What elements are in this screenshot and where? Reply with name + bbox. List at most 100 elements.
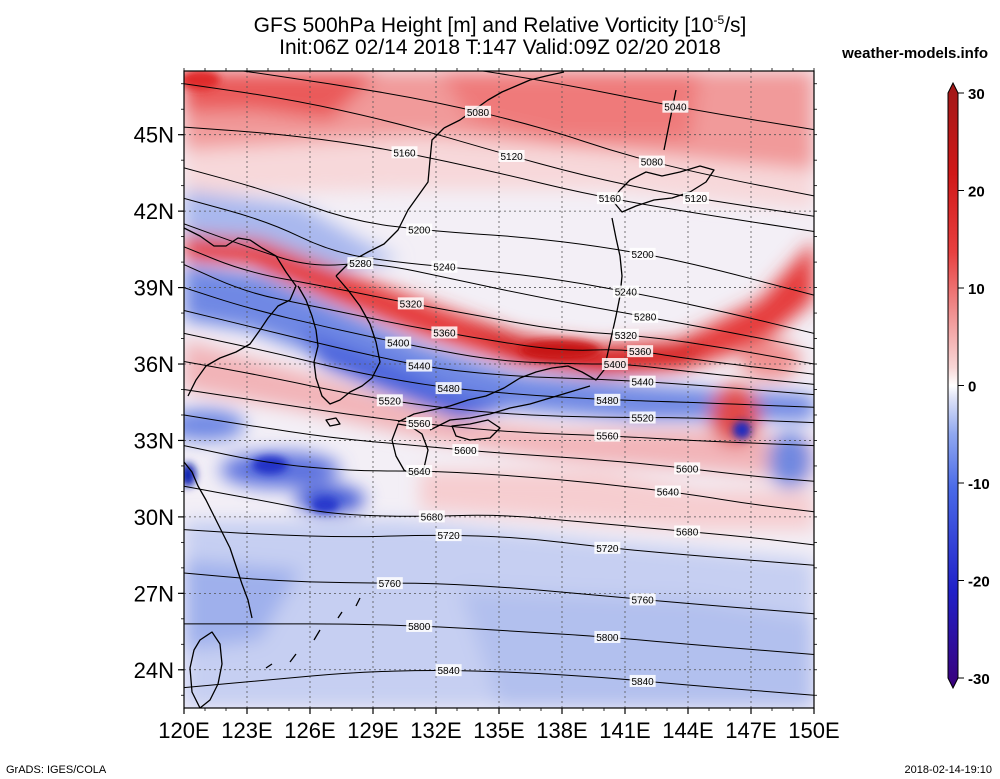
china-coast <box>184 227 297 397</box>
footer-timestamp: 2018-02-14-19:10 <box>904 764 992 776</box>
contour-label-box <box>682 191 709 204</box>
title-unit: /s] <box>724 14 747 37</box>
contour-label-box <box>629 375 656 388</box>
colorbar-label: 20 <box>968 184 985 201</box>
contour-label-box <box>629 247 656 260</box>
contour-label: 5400 <box>604 360 627 371</box>
contour-label: 5640 <box>657 488 680 499</box>
contour-label: 5360 <box>433 328 456 339</box>
colorbar-label: -30 <box>968 671 990 688</box>
height-contour <box>184 287 814 385</box>
contour-label-box <box>594 541 621 554</box>
lon-tick-label: 138E <box>536 718 587 743</box>
contour-label-box <box>406 619 433 632</box>
colorbar-label: 30 <box>968 86 985 103</box>
contour-label-box <box>435 529 462 542</box>
shikoku <box>451 419 501 441</box>
colorbar-label: 0 <box>968 379 976 396</box>
contour-label: 5200 <box>632 250 655 261</box>
lon-tick-label: 135E <box>473 718 524 743</box>
colorbar-label: 10 <box>968 281 985 298</box>
contour-label: 5760 <box>632 595 655 606</box>
contour-label-box <box>406 223 433 236</box>
contour-label-box <box>465 105 491 118</box>
contour-label: 5360 <box>629 347 652 358</box>
contour-label: 5680 <box>421 512 444 523</box>
contour-label: 5800 <box>596 633 619 644</box>
contour-label: 5240 <box>615 288 638 299</box>
colorbar: 30 20 10 0 -10 -20 -30 <box>947 81 990 690</box>
contour-label: 5440 <box>632 378 655 389</box>
height-contours: 5040 5080 5080 5120 5120 5160 5160 5200 5200 5240… <box>184 71 814 696</box>
lon-tick-label: 150E <box>788 718 839 743</box>
contour-label-box <box>674 462 701 475</box>
contour-label-box <box>406 465 433 478</box>
contour-label: 5080 <box>467 108 490 119</box>
lat-tick-label: 45N <box>134 123 174 148</box>
contour-label: 5120 <box>500 152 523 163</box>
contour-label: 5480 <box>437 384 460 395</box>
lat-tick-label: 39N <box>134 276 174 301</box>
taiwan <box>189 631 223 708</box>
vorticity-field <box>184 71 814 708</box>
contour-label-box <box>654 485 681 498</box>
contour-label: 5120 <box>685 194 708 205</box>
contour-label: 5720 <box>437 531 460 542</box>
colorbar-ticks: 30 20 10 0 -10 -20 -30 <box>958 86 990 688</box>
contour-label-box <box>594 630 621 643</box>
contour-label: 5280 <box>349 259 372 270</box>
contour-label: 5440 <box>408 362 431 373</box>
height-contour <box>184 445 814 513</box>
contour-label-box <box>674 525 701 538</box>
height-contour <box>184 126 814 232</box>
contour-label: 5320 <box>400 299 423 310</box>
contour-label-box <box>612 285 639 298</box>
height-contour <box>184 246 814 365</box>
contour-label-box <box>397 297 424 310</box>
contour-label-box <box>435 382 462 395</box>
contour-label-box <box>662 100 689 113</box>
lat-tick-label: 24N <box>134 658 174 683</box>
contour-label: 5280 <box>634 313 657 324</box>
korea-coast <box>297 275 381 405</box>
lat-tick-label: 30N <box>134 505 174 530</box>
japan-south-coast <box>429 385 591 431</box>
lon-tick-label: 120E <box>158 718 209 743</box>
lat-tick-label: 42N <box>134 199 174 224</box>
contour-label-box <box>596 192 623 205</box>
contour-label-box <box>385 336 412 349</box>
contour-label-box <box>431 260 458 273</box>
contour-label-box <box>594 429 621 442</box>
contour-label-box <box>435 664 462 677</box>
contour-label: 5560 <box>596 432 619 443</box>
colorbar-label: -20 <box>968 574 990 591</box>
height-contour <box>184 623 814 655</box>
north-coast <box>335 127 445 277</box>
lat-lon-grid <box>184 71 814 708</box>
contour-label-box <box>418 510 445 523</box>
contour-label: 5600 <box>454 446 477 457</box>
lon-tick-label: 132E <box>410 718 461 743</box>
contour-label-box <box>629 411 656 424</box>
sakhalin <box>663 89 677 151</box>
colorbar-label: -10 <box>968 476 990 493</box>
contour-label: 5560 <box>408 419 431 430</box>
contour-label-box <box>376 577 403 590</box>
lat-tick-label: 36N <box>134 352 174 377</box>
map-axes: 120E 123E 126E 129E 132E 135E 138E 141E 144E 147E… <box>134 68 840 743</box>
contour-label: 5680 <box>676 527 699 538</box>
lon-tick-label: 126E <box>284 718 335 743</box>
colorbar-scale <box>947 81 959 690</box>
contour-label: 5800 <box>408 622 431 633</box>
footer-credit: GrADS: IGES/COLA <box>6 764 107 776</box>
title-superscript: -5 <box>713 13 725 27</box>
russia-coast <box>443 71 565 129</box>
height-contour <box>184 389 814 447</box>
contour-label: 5320 <box>615 331 638 342</box>
contour-label-box <box>406 359 433 372</box>
lon-tick-label: 141E <box>599 718 650 743</box>
contour-label-box <box>431 326 458 339</box>
lon-tick-label: 129E <box>347 718 398 743</box>
contour-label-box <box>406 417 433 430</box>
